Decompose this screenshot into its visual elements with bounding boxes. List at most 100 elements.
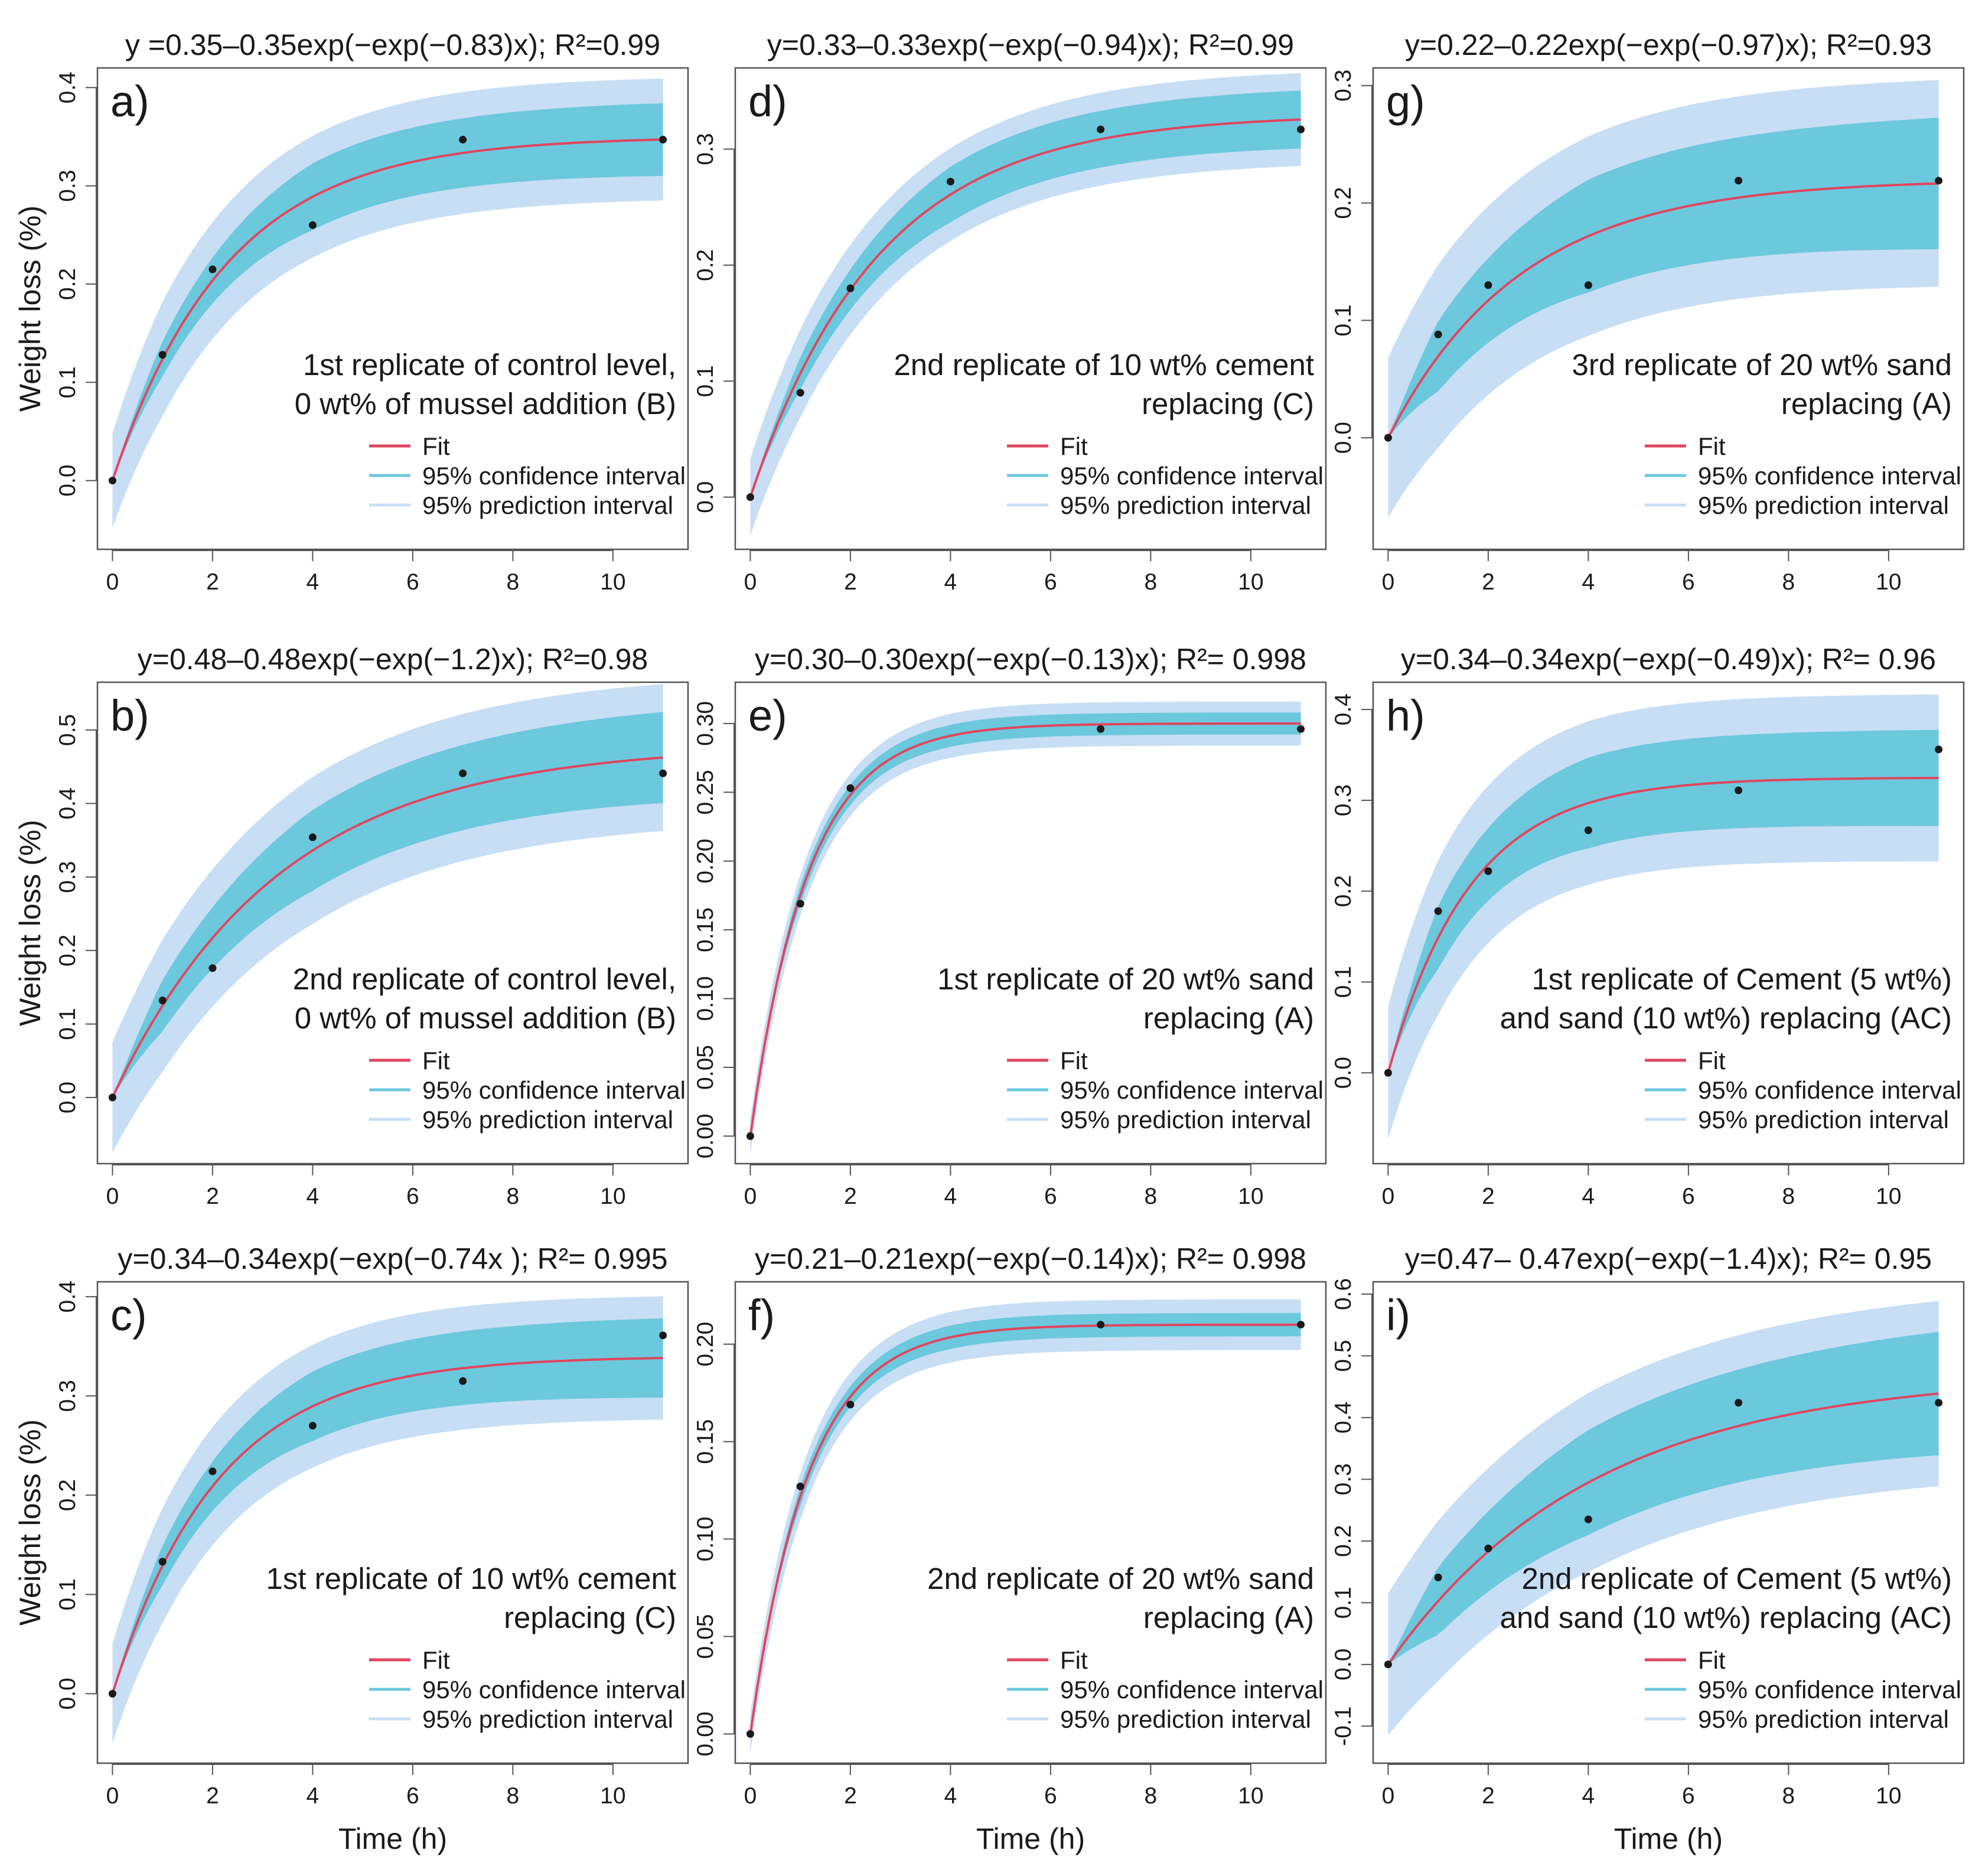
y-tick-label: 0.3 bbox=[1331, 1463, 1356, 1495]
confidence-band bbox=[1388, 1331, 1939, 1665]
y-tick-label: 0.15 bbox=[693, 1419, 718, 1464]
data-point bbox=[1384, 1069, 1392, 1077]
x-tick-label: 8 bbox=[1782, 1184, 1795, 1209]
x-tick-label: 6 bbox=[406, 1783, 419, 1809]
panel-f: 0 2 4 6 8 10 0.00 0.05 0.10 0.15 0.20 y=0.21–0.21ex… bbox=[693, 1242, 1327, 1855]
legend-prediction-label: 95% prediction interval bbox=[422, 491, 673, 519]
panel-title: y=0.34–0.34exp(−exp(−0.49)x); R²= 0.96 bbox=[1401, 643, 1936, 676]
y-tick-label: 0.0 bbox=[1331, 1649, 1356, 1680]
data-point bbox=[459, 135, 467, 144]
fit-line bbox=[1387, 1392, 1939, 1665]
data-point bbox=[1434, 907, 1442, 916]
data-point bbox=[1484, 1544, 1492, 1552]
legend-fit-label: Fit bbox=[1060, 1047, 1088, 1074]
data-point bbox=[659, 1331, 667, 1340]
panel-letter: h) bbox=[1386, 691, 1425, 740]
data-point bbox=[108, 1689, 116, 1698]
plot-frame bbox=[734, 1281, 1327, 1764]
plot-frame bbox=[1372, 1281, 1965, 1764]
data-point bbox=[796, 1482, 804, 1490]
x-tick-label: 0 bbox=[744, 569, 757, 595]
x-tick-label: 0 bbox=[744, 1783, 757, 1809]
data-point bbox=[846, 1401, 855, 1409]
y-tick-label: 0.0 bbox=[1331, 1057, 1356, 1089]
x-tick-label: 8 bbox=[1145, 1184, 1158, 1209]
prediction-band bbox=[112, 79, 663, 528]
x-tick-label: 0 bbox=[106, 569, 119, 595]
y-tick-label: 0.1 bbox=[1331, 1587, 1356, 1618]
data-point bbox=[746, 1132, 754, 1140]
confidence-band bbox=[112, 103, 663, 481]
y-tick-label: 0.3 bbox=[55, 861, 80, 893]
y-tick-label: 0.0 bbox=[55, 1082, 80, 1113]
annotation-line-1: 2nd replicate of 20 wt% sand bbox=[927, 1562, 1314, 1595]
y-tick-label: 0.0 bbox=[1331, 422, 1356, 454]
data-point bbox=[208, 964, 217, 972]
data-point bbox=[308, 221, 317, 229]
annotation-line-2: replacing (C) bbox=[504, 1601, 676, 1634]
legend-prediction-label: 95% prediction interval bbox=[422, 1106, 673, 1134]
confidence-band bbox=[750, 712, 1301, 1136]
fit-line bbox=[749, 722, 1301, 1136]
panel-d: 0 2 4 6 8 10 0.0 0.1 0.2 0.3 y=0.33–0.33exp(−exp(−… bbox=[693, 28, 1327, 595]
data-point bbox=[1935, 177, 1943, 185]
x-tick-label: 8 bbox=[1782, 569, 1795, 595]
legend-prediction-label: 95% prediction interval bbox=[1060, 1705, 1311, 1733]
panel-title: y=0.33–0.33exp(−exp(−0.94)x); R²=0.99 bbox=[767, 28, 1294, 61]
y-axis-label: Weight loss (%) bbox=[14, 206, 47, 412]
panel-letter: c) bbox=[110, 1291, 147, 1340]
annotation-line-1: 1st replicate of control level, bbox=[303, 348, 676, 382]
legend-fit-label: Fit bbox=[1698, 1047, 1726, 1074]
panel-letter: b) bbox=[110, 691, 149, 740]
y-tick-label: 0.1 bbox=[1331, 966, 1356, 998]
x-tick-label: 2 bbox=[206, 1783, 219, 1809]
data-point bbox=[659, 135, 667, 144]
annotation-line-2: 0 wt% of mussel addition (B) bbox=[295, 387, 676, 421]
data-point bbox=[796, 900, 804, 908]
x-tick-label: 10 bbox=[1238, 1184, 1263, 1209]
panel-title: y=0.30–0.30exp(−exp(−0.13)x); R²= 0.998 bbox=[755, 643, 1306, 676]
y-tick-label: 0.1 bbox=[55, 366, 80, 398]
y-tick-label: 0.3 bbox=[55, 170, 80, 201]
data-point bbox=[108, 1093, 116, 1102]
x-tick-label: 8 bbox=[1145, 1783, 1158, 1809]
x-tick-label: 6 bbox=[1682, 1184, 1695, 1209]
x-tick-label: 0 bbox=[744, 1184, 757, 1209]
data-point bbox=[308, 1422, 317, 1430]
panel-title: y=0.22–0.22exp(−exp(−0.97)x); R²=0.93 bbox=[1405, 28, 1932, 61]
data-point bbox=[1935, 1399, 1943, 1407]
plot-frame bbox=[96, 681, 689, 1165]
y-tick-label: 0.1 bbox=[1331, 304, 1356, 336]
x-tick-label: 6 bbox=[1044, 569, 1057, 595]
x-axis-label: Time (h) bbox=[1614, 1822, 1723, 1855]
x-tick-label: 4 bbox=[944, 569, 957, 595]
legend-fit-label: Fit bbox=[422, 1646, 450, 1674]
y-tick-label: 0.0 bbox=[55, 464, 80, 496]
x-tick-label: 2 bbox=[1482, 569, 1495, 595]
legend-confidence-label: 95% confidence interval bbox=[1698, 462, 1961, 490]
panel-title: y=0.48–0.48exp(−exp(−1.2)x); R²=0.98 bbox=[138, 643, 648, 676]
legend-confidence-label: 95% confidence interval bbox=[422, 1076, 686, 1104]
x-tick-label: 2 bbox=[1482, 1184, 1495, 1209]
data-point bbox=[659, 769, 667, 777]
data-point bbox=[1434, 1573, 1442, 1581]
x-tick-label: 4 bbox=[307, 1184, 320, 1209]
legend-fit-label: Fit bbox=[1060, 432, 1088, 460]
x-tick-label: 2 bbox=[844, 569, 857, 595]
plot-frame bbox=[1372, 67, 1965, 551]
y-tick-label: 0.30 bbox=[693, 701, 718, 746]
annotation-line-1: 1st replicate of 20 wt% sand bbox=[937, 962, 1314, 996]
data-point bbox=[946, 177, 954, 185]
panel-b: 0 2 4 6 8 10 0.0 0.1 0.2 0.3 0.4 0.5 y=0.48–0.48exp(… bbox=[14, 643, 689, 1209]
annotation-line-1: 2nd replicate of control level, bbox=[293, 962, 676, 996]
x-tick-label: 2 bbox=[206, 569, 219, 595]
panel-letter: f) bbox=[748, 1291, 775, 1340]
data-point bbox=[208, 1467, 217, 1476]
x-tick-label: 10 bbox=[1238, 569, 1263, 595]
data-point bbox=[1935, 745, 1943, 754]
x-tick-label: 2 bbox=[206, 1184, 219, 1209]
legend-confidence-label: 95% confidence interval bbox=[422, 462, 686, 490]
x-tick-label: 2 bbox=[844, 1184, 857, 1209]
data-point bbox=[1584, 1515, 1592, 1523]
